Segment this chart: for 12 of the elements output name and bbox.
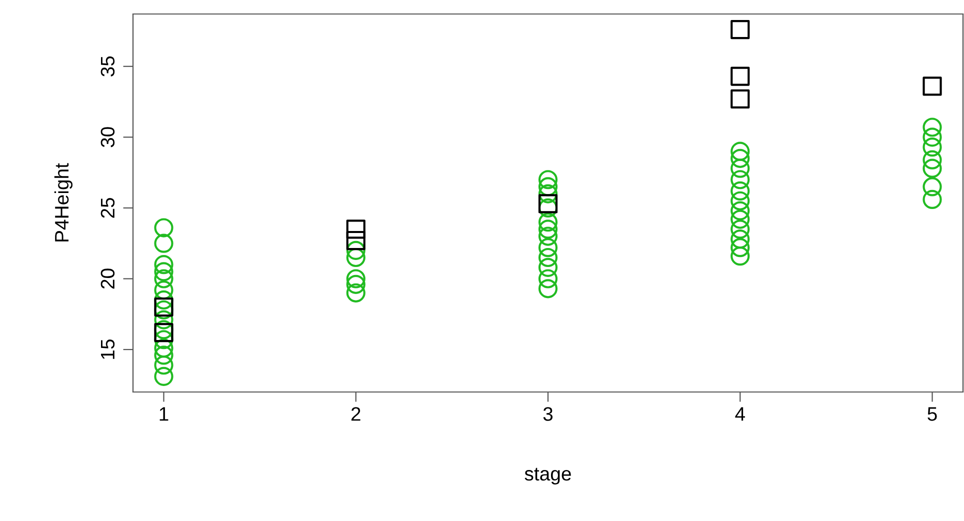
x-tick-label: 2 bbox=[351, 407, 360, 421]
x-axis-title: stage bbox=[524, 468, 571, 484]
x-tick-label: 5 bbox=[928, 407, 937, 421]
y-tick-label: 30 bbox=[100, 127, 115, 148]
x-tick-label: 3 bbox=[543, 407, 553, 421]
y-tick-label: 25 bbox=[100, 198, 115, 218]
y-tick-label: 20 bbox=[100, 268, 115, 289]
x-tick-label: 1 bbox=[160, 407, 168, 421]
x-tick-label: 4 bbox=[735, 407, 745, 421]
y-tick-label: 35 bbox=[100, 56, 115, 76]
y-axis-title: P4Height bbox=[54, 163, 73, 242]
y-tick-label: 15 bbox=[101, 340, 115, 359]
